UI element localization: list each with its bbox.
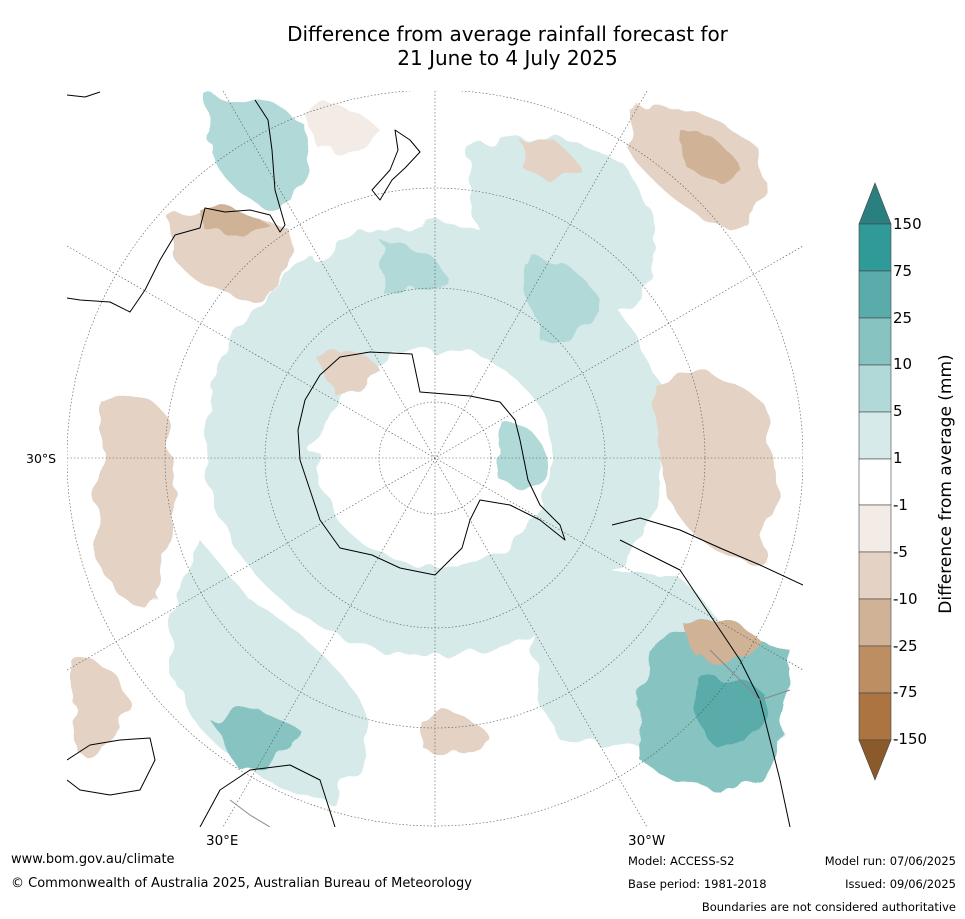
colorbar <box>858 182 892 781</box>
anomaly-field <box>70 97 792 800</box>
australia-coastline <box>67 99 286 313</box>
anomaly-dry-pacific-north-small <box>520 138 580 180</box>
colorbar-band-25-75 <box>858 270 892 319</box>
asia-coastline <box>67 91 101 98</box>
lon-label-30e: 30°E <box>206 833 239 849</box>
colorbar-arrow-bottom <box>858 739 892 781</box>
anomaly-dry-east-pacific <box>650 373 775 560</box>
colorbar-tick: 75 <box>893 262 913 280</box>
colorbar-arrow-top <box>858 182 892 225</box>
colorbar-tick: 25 <box>893 309 913 327</box>
anomaly-wet-brazil-core <box>697 677 770 750</box>
coastlines <box>67 91 803 827</box>
footer-url[interactable]: www.bom.gov.au/climate <box>11 852 175 867</box>
antarctica-coastline <box>297 351 566 576</box>
title-line-2: 21 June to 4 July 2025 <box>397 46 618 70</box>
colorbar-tick: -25 <box>893 637 918 655</box>
south-america-north-coastline <box>611 517 803 586</box>
colorbar-tick: 1 <box>893 449 903 467</box>
lat-label-30s: 30°S <box>26 451 57 466</box>
footer-issued: Issued: 09/06/2025 <box>845 877 956 891</box>
anomaly-wet-south-africa <box>210 712 300 770</box>
footer-base-period: Base period: 1981-2018 <box>628 877 767 891</box>
anomaly-wet-pacific-central <box>520 258 600 342</box>
lon-label-30w: 30°W <box>628 833 666 849</box>
graticule <box>67 91 803 827</box>
anomaly-wet-pacific-north <box>468 137 656 313</box>
colorbar-band-m25-m75 <box>858 645 892 694</box>
colorbar-band-neutral <box>858 458 892 506</box>
colorbar-band-m75-m150 <box>858 692 892 741</box>
anomaly-wet-peninsula <box>500 420 550 488</box>
map-title: Difference from average rainfall forecas… <box>160 22 855 70</box>
anomaly-dry-australia <box>170 212 292 300</box>
colorbar-band-10-25 <box>858 317 892 366</box>
colorbar-tick: -1 <box>893 496 908 514</box>
graticule-meridian-60e-120w <box>67 245 803 671</box>
anomaly-dry-argentina <box>680 617 760 663</box>
footer-disclaimer: Boundaries are not considered authoritat… <box>701 900 956 914</box>
colorbar-tick: -75 <box>893 683 918 701</box>
footer-model-run: Model run: 07/06/2025 <box>824 854 956 868</box>
colorbar-band-5-10 <box>858 364 892 413</box>
anomaly-wet-southeast-atlantic <box>168 540 366 800</box>
anomaly-dry-australia-core <box>200 209 270 234</box>
colorbar-band-m1-m5 <box>858 504 892 553</box>
africa-south-coastline <box>199 764 336 827</box>
colorbar-tick: 10 <box>893 355 913 373</box>
colorbar-tick: -10 <box>893 590 918 608</box>
border-africa <box>229 799 271 827</box>
madagascar-region-coastline <box>67 737 156 796</box>
anomaly-dry-north-pacific-core <box>680 130 740 179</box>
anomaly-dry-indian-ocean <box>100 393 174 605</box>
anomaly-dry-africa-west <box>70 658 130 752</box>
colorbar-tick: 5 <box>893 402 903 420</box>
colorbar-band-75-150 <box>858 223 892 272</box>
colorbar-tick: -5 <box>893 543 908 561</box>
anomaly-dry-tasman <box>300 107 380 153</box>
border-argentina <box>709 649 791 701</box>
colorbar-tick: -150 <box>893 730 928 748</box>
map-area <box>67 91 803 827</box>
country-borders <box>229 649 791 827</box>
footer-model: Model: ACCESS-S2 <box>628 854 735 868</box>
footer-copyright: © Commonwealth of Australia 2025, Austra… <box>11 876 472 891</box>
colorbar-band-m5-m10 <box>858 551 892 600</box>
anomaly-wet-australia-north <box>210 97 307 210</box>
colorbar-band-1-5 <box>858 411 892 460</box>
south-america-coastline <box>619 539 791 827</box>
new-zealand-coastline <box>371 129 421 201</box>
anomaly-dry-south-atlantic <box>420 713 490 754</box>
colorbar-tick: 150 <box>893 215 922 233</box>
colorbar-title: Difference from average (mm) <box>936 354 956 614</box>
anomaly-wet-ross <box>380 240 450 294</box>
graticule-meridian-150e-30w <box>222 91 648 827</box>
colorbar-band-m10-m25 <box>858 598 892 647</box>
title-line-1: Difference from average rainfall forecas… <box>287 22 728 46</box>
